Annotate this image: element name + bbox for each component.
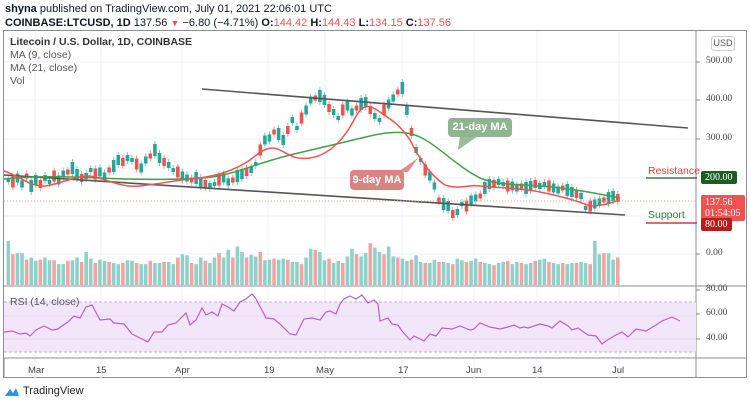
last-price-tag: 137.56 01:54:05	[701, 195, 745, 221]
resistance-tag: 200.00	[701, 171, 737, 184]
chart-frame	[3, 30, 747, 378]
volume-bars	[6, 241, 620, 285]
channel-upper	[201, 88, 689, 129]
legend-vol[interactable]: Vol	[10, 75, 25, 87]
time-tick: 15	[96, 365, 107, 376]
high-value: 144.43	[321, 17, 356, 29]
ma21-annotation: 21-day MA	[448, 118, 512, 137]
ma21-line	[3, 131, 621, 199]
down-arrow-icon: ▼	[170, 18, 180, 28]
candlesticks	[6, 79, 620, 221]
price-change: −6.80 (−4.71%)	[182, 17, 259, 29]
tradingview-logo-icon	[5, 387, 19, 396]
close-value: 137.56	[417, 17, 452, 29]
time-tick: 19	[264, 365, 275, 376]
low-value: 134.15	[369, 17, 403, 29]
price-tick: 300.00	[706, 133, 733, 143]
chart-legend: Litecoin / U.S. Dollar, 1D, COINBASE MA …	[10, 36, 192, 88]
open-value: 144.42	[273, 17, 308, 29]
close-label: C:	[405, 17, 418, 29]
symbol: COINBASE:LTCUSD, 1D	[5, 17, 131, 29]
rsi-band	[4, 302, 696, 352]
time-tick: 14	[532, 365, 543, 376]
support-tag: 80.00	[701, 218, 732, 231]
high-label: H:	[310, 17, 322, 29]
currency-button[interactable]: USD	[711, 36, 735, 51]
rsi-line	[3, 293, 681, 345]
legend-ma9[interactable]: MA (9, close)	[10, 49, 72, 61]
price-tick: 500.00	[706, 56, 733, 66]
open-label: O:	[261, 17, 274, 29]
channel-lower	[3, 174, 626, 216]
brand-name: TradingView	[23, 385, 84, 397]
rsi-tick: 40.00	[706, 333, 728, 343]
symbol-info: COINBASE:LTCUSD, 1D 137.56 ▼ −6.80 (−4.7…	[5, 17, 451, 29]
footer-brand[interactable]: TradingView	[4, 385, 84, 397]
publish-info: shyna published on TradingView.com, July…	[5, 3, 332, 15]
low-label: L:	[358, 17, 370, 29]
legend-ma21[interactable]: MA (21, close)	[10, 62, 78, 74]
time-tick: Jul	[612, 365, 625, 376]
author-name: shyna	[5, 3, 37, 15]
time-tick: Apr	[175, 365, 190, 376]
ma9-line	[3, 105, 621, 207]
time-tick: Jun	[466, 365, 482, 376]
legend-title: Litecoin / U.S. Dollar, 1D, COINBASE	[10, 36, 193, 48]
rsi-tick: 80.00	[706, 284, 728, 294]
published-text: published on TradingView.com, July 01, 2…	[39, 3, 332, 15]
time-tick: May	[316, 365, 334, 376]
price-tick: 0.00	[706, 248, 723, 258]
rsi-label[interactable]: RSI (14, close)	[10, 296, 80, 308]
time-tick: 17	[398, 365, 409, 376]
support-label: Support	[648, 209, 685, 221]
bar-countdown: 01:54:05	[705, 208, 741, 219]
resistance-label: Resistance	[648, 165, 700, 177]
rsi-tick: 60.00	[706, 308, 728, 318]
time-tick: Mar	[28, 365, 45, 376]
last-price-value: 137.56	[705, 197, 733, 208]
price-tick: 400.00	[706, 94, 733, 104]
last-price: 137.56	[133, 17, 168, 29]
ma9-annotation: 9-day MA	[350, 170, 404, 190]
